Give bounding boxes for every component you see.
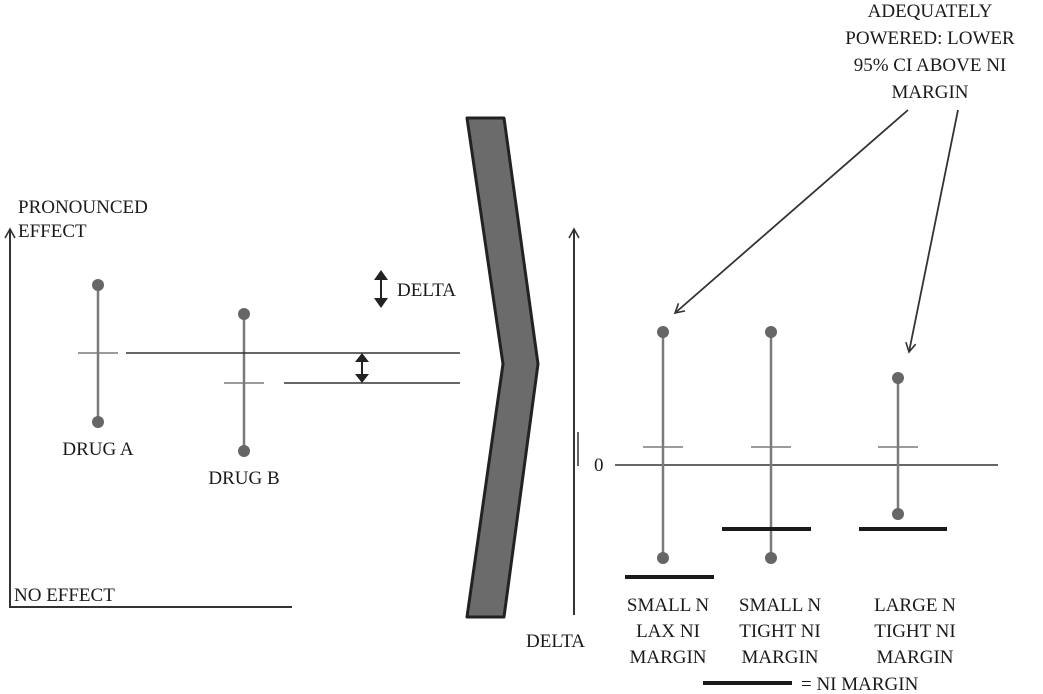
delta-legend-arrow xyxy=(374,270,388,308)
y-axis-label: DELTA xyxy=(526,631,585,652)
scenario-2-label-line-2: TIGHT NI xyxy=(739,621,820,642)
annotation-line-1: ADEQUATELY xyxy=(868,1,993,22)
annotation-line-4: MARGIN xyxy=(891,82,968,103)
drug-a-label: DRUG A xyxy=(62,439,134,460)
annotation-arrow-1 xyxy=(673,109,909,315)
scenario-1-label-line-3: MARGIN xyxy=(629,647,706,668)
annotation-line-2: POWERED: LOWER xyxy=(845,28,1015,49)
scenario-3-interval xyxy=(878,372,918,520)
right-panel: ADEQUATELY POWERED: LOWER 95% CI ABOVE N… xyxy=(526,1,1015,694)
scenario-3-label-line-2: TIGHT NI xyxy=(874,621,955,642)
scenario-2-label-line-1: SMALL N xyxy=(739,595,821,616)
scenario-1-label-line-2: LAX NI xyxy=(636,621,700,642)
scenario-3-label-line-1: LARGE N xyxy=(874,595,956,616)
scenario-1-label-line-1: SMALL N xyxy=(627,595,709,616)
scenario-3-label-line-3: MARGIN xyxy=(876,647,953,668)
drug-b-interval xyxy=(224,308,264,457)
scenario-2-label-line-3: MARGIN xyxy=(741,647,818,668)
annotation-arrow-2 xyxy=(905,109,959,354)
drug-b-label: DRUG B xyxy=(208,468,279,489)
left-panel: PRONOUNCED EFFECT NO EFFECT DRUG A DRUG … xyxy=(4,197,460,608)
delta-gap-arrow xyxy=(355,353,369,383)
y-axis-label-line-2: EFFECT xyxy=(18,221,87,242)
scenario-1-interval xyxy=(643,326,683,564)
scenario-2-interval xyxy=(751,326,791,564)
y-axis-label-line-1: PRONOUNCED xyxy=(18,197,148,218)
x-axis-label: NO EFFECT xyxy=(14,585,115,606)
legend-ni-margin-label: = NI MARGIN xyxy=(801,674,919,694)
annotation-line-3: 95% CI ABOVE NI xyxy=(854,55,1007,76)
delta-label: DELTA xyxy=(397,280,456,301)
transition-chevron xyxy=(465,116,540,619)
drug-a-interval xyxy=(78,279,118,428)
zero-label: 0 xyxy=(594,455,604,476)
